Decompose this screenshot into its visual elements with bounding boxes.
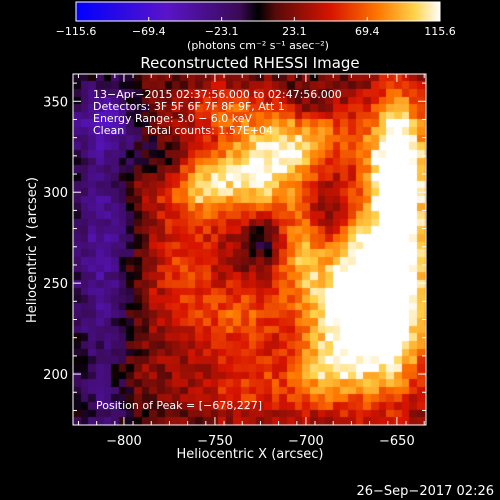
info-line-detectors: Detectors: 3F 5F 6F 7F 8F 9F, Att 1: [93, 100, 285, 113]
peak-position-label: Position of Peak = [−678,227]: [96, 399, 262, 412]
x-axis: −800 −750 −700 −650: [77, 74, 425, 449]
heatmap: [73, 74, 426, 425]
y-axis-label: Heliocentric Y (arcsec): [25, 177, 40, 323]
y-tick-label: 200: [43, 368, 68, 383]
y-tick-label: 300: [43, 186, 68, 201]
x-tick-label: −650: [379, 434, 415, 449]
colorbar-tick-label: 23.1: [282, 25, 307, 38]
y-axis: 200 250 300 350: [43, 82, 426, 411]
footer-date: 26−Sep−2017 02:26: [356, 484, 494, 499]
colorbar-tick-label: −69.4: [132, 25, 166, 38]
x-axis-label: Heliocentric X (arcsec): [177, 447, 324, 462]
colorbar-tick-label: 69.4: [355, 25, 380, 38]
colorbar-tick-label: −115.6: [56, 25, 97, 38]
x-tick-label: −800: [106, 434, 142, 449]
y-tick-label: 350: [43, 95, 68, 110]
info-line-clean: Clean Total counts: 1.57E+04: [93, 124, 273, 137]
colorbar-ticks: −115.6 −69.4 −23.1 23.1 69.4 115.6: [56, 17, 456, 38]
chart-title: Reconstructed RHESSI Image: [140, 54, 359, 72]
heatmap-image: [73, 74, 426, 425]
x-tick-label: −700: [288, 434, 324, 449]
colorbar-frame: [75, 1, 441, 22]
plot-frame: [72, 73, 427, 426]
x-tick-label: −750: [197, 434, 233, 449]
info-line-energy: Energy Range: 3.0 − 6.0 keV: [93, 112, 253, 125]
colorbar-tick-label: 115.6: [424, 25, 456, 38]
info-line-time: 13−Apr−2015 02:37:56.000 to 02:47:56.000: [93, 88, 342, 101]
y-tick-label: 250: [43, 277, 68, 292]
info-box: 13−Apr−2015 02:37:56.000 to 02:47:56.000…: [93, 88, 342, 137]
colorbar-unit-label: (photons cm⁻² s⁻¹ asec⁻²): [187, 39, 329, 52]
colorbar: [76, 2, 440, 21]
colorbar-tick-label: −23.1: [205, 25, 239, 38]
